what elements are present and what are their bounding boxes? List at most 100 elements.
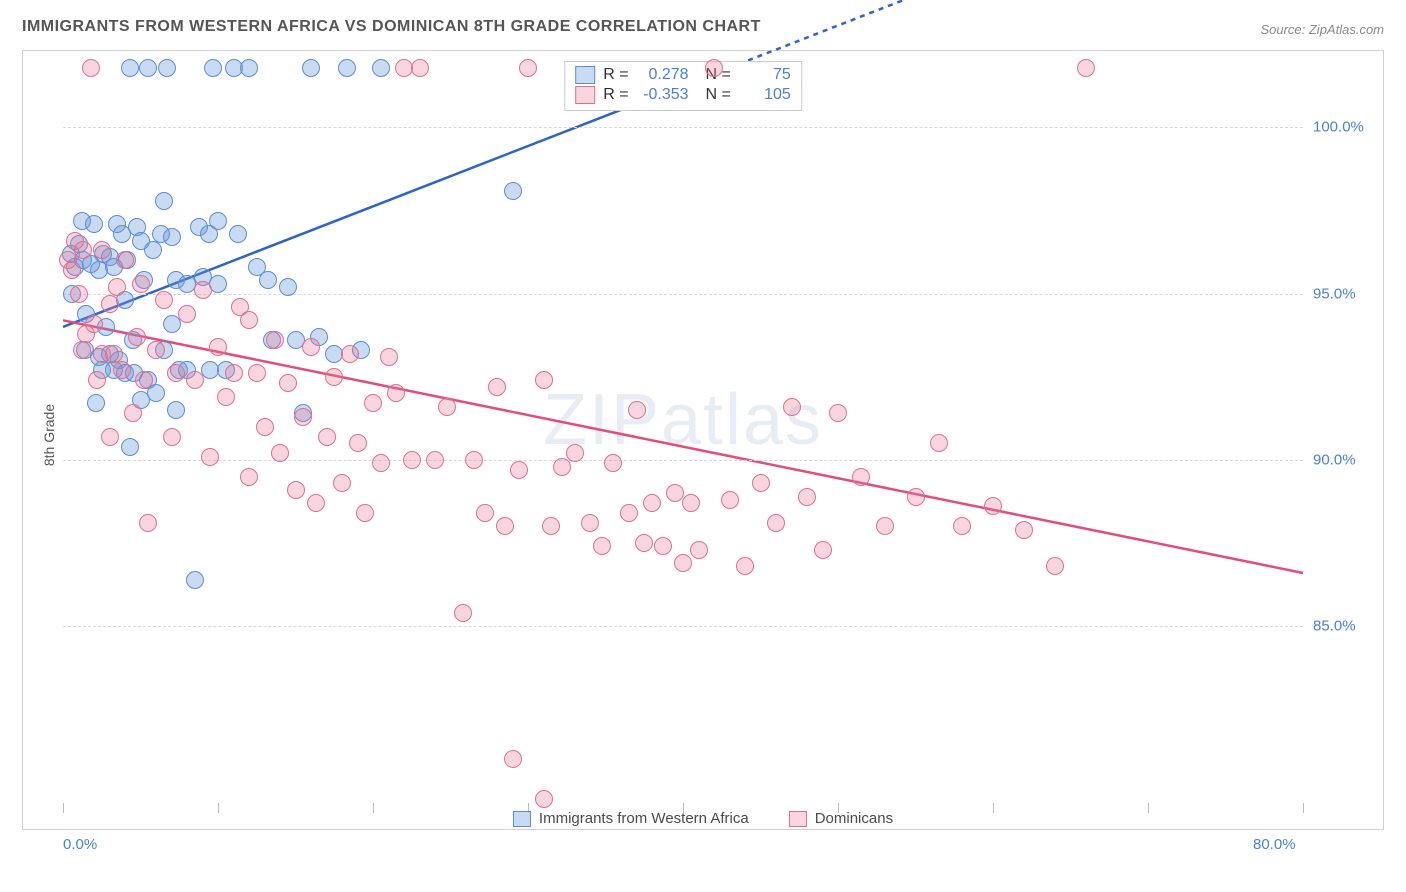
- data-point: [167, 364, 185, 382]
- data-point: [85, 315, 103, 333]
- data-point: [721, 491, 739, 509]
- data-point: [147, 384, 165, 402]
- gridline: [63, 460, 1303, 461]
- data-point: [116, 251, 134, 269]
- data-point: [504, 182, 522, 200]
- data-point: [108, 278, 126, 296]
- legend-swatch: [575, 86, 595, 104]
- data-point: [654, 537, 672, 555]
- data-point: [144, 241, 162, 259]
- data-point: [121, 438, 139, 456]
- data-point: [504, 750, 522, 768]
- gridline: [63, 626, 1303, 627]
- data-point: [519, 59, 537, 77]
- data-point: [271, 444, 289, 462]
- legend-swatch: [575, 66, 595, 84]
- data-point: [225, 364, 243, 382]
- data-point: [566, 444, 584, 462]
- x-axis-right-label: 80.0%: [1253, 836, 1296, 853]
- data-point: [690, 541, 708, 559]
- data-point: [132, 275, 150, 293]
- data-point: [829, 404, 847, 422]
- data-point: [279, 374, 297, 392]
- data-point: [767, 514, 785, 532]
- data-point: [356, 504, 374, 522]
- legend-row: R =-0.353 N =105: [575, 86, 791, 104]
- data-point: [380, 348, 398, 366]
- legend-row: R =0.278 N =75: [575, 66, 791, 84]
- data-point: [341, 345, 359, 363]
- chart-title: IMMIGRANTS FROM WESTERN AFRICA VS DOMINI…: [22, 18, 761, 36]
- data-point: [307, 494, 325, 512]
- data-point: [620, 504, 638, 522]
- data-point: [256, 418, 274, 436]
- data-point: [852, 468, 870, 486]
- legend-r-value: 0.278: [637, 66, 689, 84]
- data-point: [155, 291, 173, 309]
- data-point: [85, 215, 103, 233]
- data-point: [325, 368, 343, 386]
- data-point: [1077, 59, 1095, 77]
- data-point: [121, 59, 139, 77]
- data-point: [155, 192, 173, 210]
- data-point: [338, 59, 356, 77]
- data-point: [604, 454, 622, 472]
- data-point: [411, 59, 429, 77]
- data-point: [248, 364, 266, 382]
- data-point: [403, 451, 421, 469]
- data-point: [101, 295, 119, 313]
- data-point: [70, 285, 88, 303]
- data-point: [907, 488, 925, 506]
- legend-n-value: 75: [739, 66, 791, 84]
- gridline: [63, 127, 1303, 128]
- legend-label: Immigrants from Western Africa: [539, 810, 749, 827]
- data-point: [542, 517, 560, 535]
- data-point: [364, 394, 382, 412]
- data-point: [63, 261, 81, 279]
- data-point: [163, 428, 181, 446]
- data-point: [229, 225, 247, 243]
- data-point: [135, 371, 153, 389]
- data-point: [454, 604, 472, 622]
- legend-label: Dominicans: [815, 810, 893, 827]
- data-point: [266, 331, 284, 349]
- legend-n-label: N =: [697, 86, 731, 104]
- data-point: [643, 494, 661, 512]
- legend-r-value: -0.353: [637, 86, 689, 104]
- data-point: [82, 59, 100, 77]
- data-point: [1015, 521, 1033, 539]
- data-point: [349, 434, 367, 452]
- data-point: [814, 541, 832, 559]
- series-legend: Immigrants from Western Africa Dominicans: [23, 810, 1383, 827]
- data-point: [736, 557, 754, 575]
- correlation-legend: R =0.278 N =75R =-0.353 N =105: [564, 61, 802, 111]
- data-point: [113, 361, 131, 379]
- data-point: [984, 497, 1002, 515]
- legend-swatch: [513, 811, 531, 827]
- trend-line-extension: [730, 0, 1304, 68]
- data-point: [240, 311, 258, 329]
- legend-item: Immigrants from Western Africa: [513, 810, 749, 827]
- data-point: [798, 488, 816, 506]
- legend-n-value: 105: [739, 86, 791, 104]
- data-point: [930, 434, 948, 452]
- y-tick-label: 90.0%: [1313, 451, 1378, 468]
- data-point: [581, 514, 599, 532]
- data-point: [333, 474, 351, 492]
- data-point: [372, 59, 390, 77]
- data-point: [147, 341, 165, 359]
- data-point: [209, 338, 227, 356]
- data-point: [496, 517, 514, 535]
- x-axis-left-label: 0.0%: [63, 836, 97, 853]
- chart-frame: 8th Grade ZIPatlas R =0.278 N =75R =-0.3…: [22, 50, 1384, 830]
- data-point: [488, 378, 506, 396]
- data-point: [1046, 557, 1064, 575]
- data-point: [163, 228, 181, 246]
- data-point: [674, 554, 692, 572]
- data-point: [426, 451, 444, 469]
- gridline: [63, 294, 1303, 295]
- data-point: [186, 571, 204, 589]
- data-point: [87, 394, 105, 412]
- data-point: [876, 517, 894, 535]
- data-point: [682, 494, 700, 512]
